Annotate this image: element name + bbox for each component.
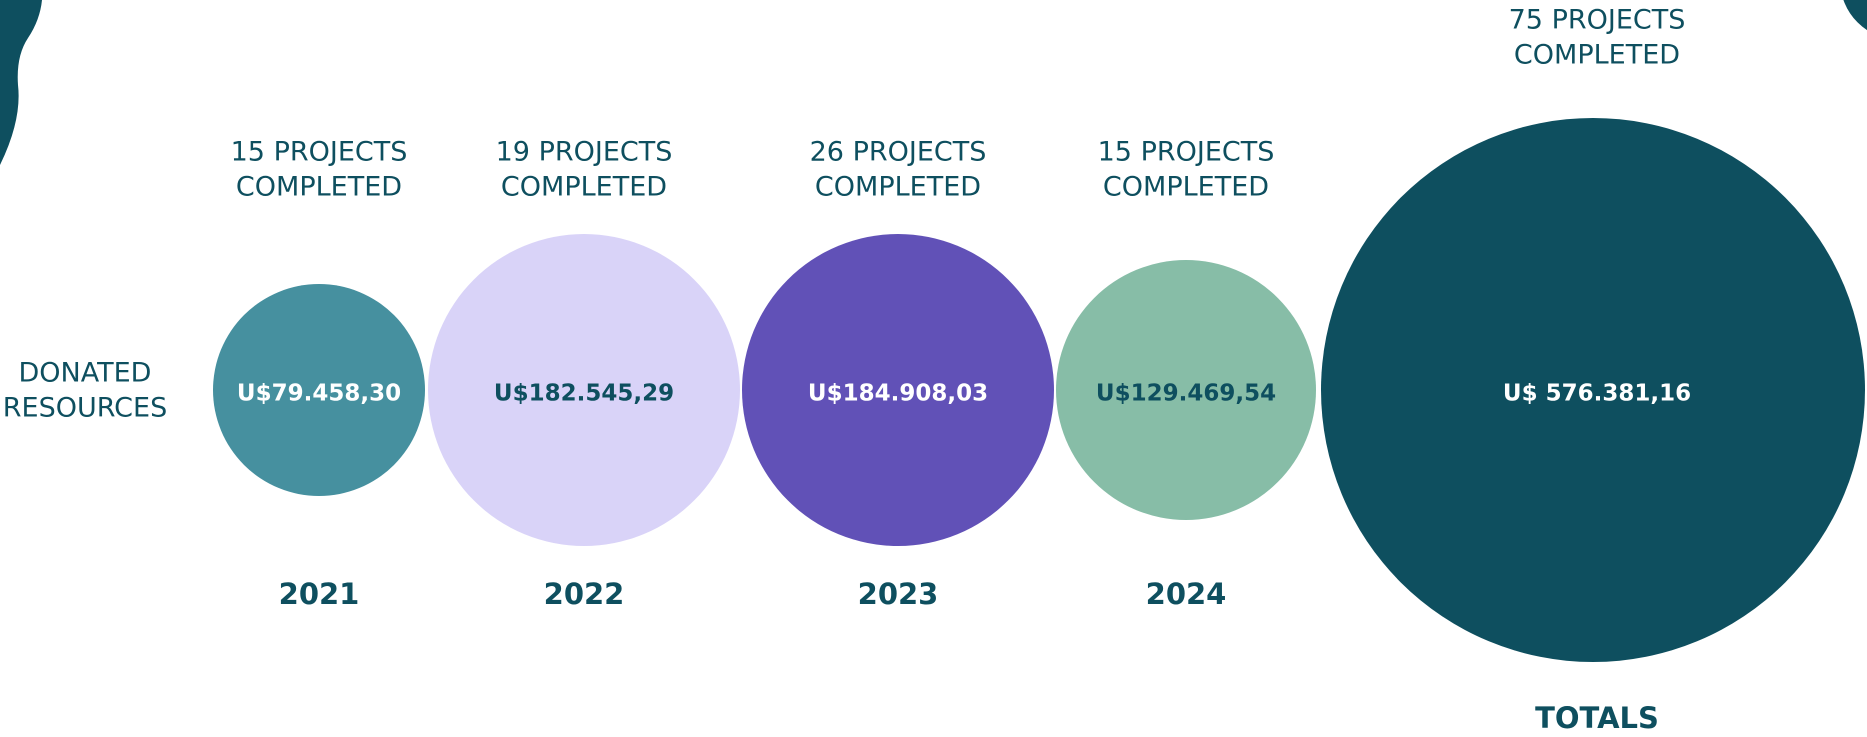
amount: U$184.908,03 xyxy=(808,381,988,407)
amount: U$79.458,30 xyxy=(237,381,401,407)
row-label: DONATED xyxy=(19,358,152,389)
year: 2023 xyxy=(858,577,939,611)
amount: U$182.545,29 xyxy=(494,381,674,407)
projects-label: COMPLETED xyxy=(815,172,981,203)
bubble xyxy=(742,234,1054,546)
amount: U$129.469,54 xyxy=(1096,381,1276,407)
projects-label: 15 PROJECTS xyxy=(1098,137,1275,168)
totals-label: TOTALS xyxy=(1535,701,1659,735)
decor-blob xyxy=(0,0,42,165)
year: 2021 xyxy=(279,577,360,611)
year: 2024 xyxy=(1146,577,1227,611)
bubble xyxy=(1056,260,1316,520)
projects-label: COMPLETED xyxy=(236,172,402,203)
projects-label: COMPLETED xyxy=(1514,40,1680,71)
year: 2022 xyxy=(544,577,625,611)
bubble xyxy=(213,284,425,496)
projects-label: COMPLETED xyxy=(501,172,667,203)
projects-label: COMPLETED xyxy=(1103,172,1269,203)
projects-label: 75 PROJECTS xyxy=(1509,5,1686,36)
bubble-total xyxy=(1321,118,1865,662)
decor-circle xyxy=(1843,0,1867,31)
bubble xyxy=(428,234,740,546)
projects-label: 26 PROJECTS xyxy=(810,137,987,168)
projects-label: 15 PROJECTS xyxy=(231,137,408,168)
projects-label: 19 PROJECTS xyxy=(496,137,673,168)
amount: U$ 576.381,16 xyxy=(1503,381,1691,407)
row-label: RESOURCES xyxy=(3,393,167,424)
